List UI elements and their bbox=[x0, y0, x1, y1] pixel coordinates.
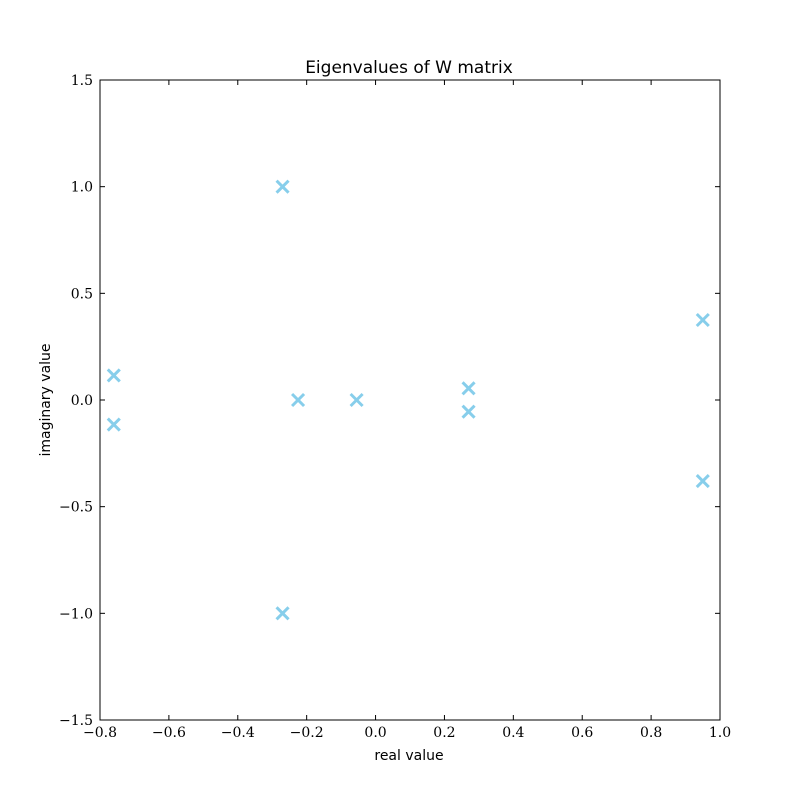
eigenvalue-marker bbox=[106, 368, 121, 383]
eigenvalue-marker bbox=[461, 404, 476, 419]
eigenvalue-marker bbox=[349, 392, 364, 408]
eigenvalue-marker bbox=[106, 417, 121, 432]
y-tick-label: 1.0 bbox=[71, 180, 93, 196]
y-axis-label: imaginary value bbox=[38, 343, 54, 456]
plot-area bbox=[99, 79, 721, 721]
eigenvalue-marker bbox=[275, 179, 290, 194]
y-axis-ticks bbox=[100, 79, 720, 721]
eigenvalue-marker bbox=[695, 474, 710, 489]
y-tick-label: 0.0 bbox=[71, 393, 93, 409]
x-tick-label: −0.4 bbox=[221, 725, 255, 741]
x-tick-label: −0.2 bbox=[290, 725, 324, 741]
y-tick-label: 1.5 bbox=[71, 73, 93, 89]
x-tick-label: 1.0 bbox=[709, 725, 731, 741]
y-tick-label: 0.5 bbox=[71, 286, 93, 302]
eigenvalue-marker bbox=[695, 312, 710, 328]
x-axis-tick-labels: −0.8 −0.6 −0.4 −0.2 0.0 0.2 0.4 0.6 0.8 1.0 bbox=[83, 725, 731, 741]
x-axis-ticks bbox=[99, 80, 721, 720]
y-axis-tick-labels: −1.5 −1.0 −0.5 0.0 0.5 1.0 1.5 bbox=[59, 73, 93, 729]
x-tick-label: 0.2 bbox=[433, 725, 455, 741]
x-tick-label: 0.8 bbox=[640, 725, 662, 741]
chart-title: Eigenvalues of W matrix bbox=[305, 58, 513, 78]
x-tick-label: −0.8 bbox=[83, 725, 117, 741]
y-tick-label: −0.5 bbox=[59, 500, 93, 516]
eigenvalue-marker bbox=[275, 606, 290, 621]
y-tick-label: −1.0 bbox=[59, 606, 93, 622]
x-tick-label: −0.6 bbox=[152, 725, 186, 741]
x-tick-label: 0.4 bbox=[502, 725, 524, 741]
x-tick-label: 0.0 bbox=[364, 725, 386, 741]
x-axis-label: real value bbox=[374, 748, 443, 764]
data-points bbox=[106, 179, 710, 621]
eigenvalue-marker bbox=[461, 381, 476, 396]
eigenvalue-marker bbox=[290, 392, 306, 408]
x-tick-label: 0.6 bbox=[571, 725, 593, 741]
y-tick-label: −1.5 bbox=[59, 713, 93, 729]
